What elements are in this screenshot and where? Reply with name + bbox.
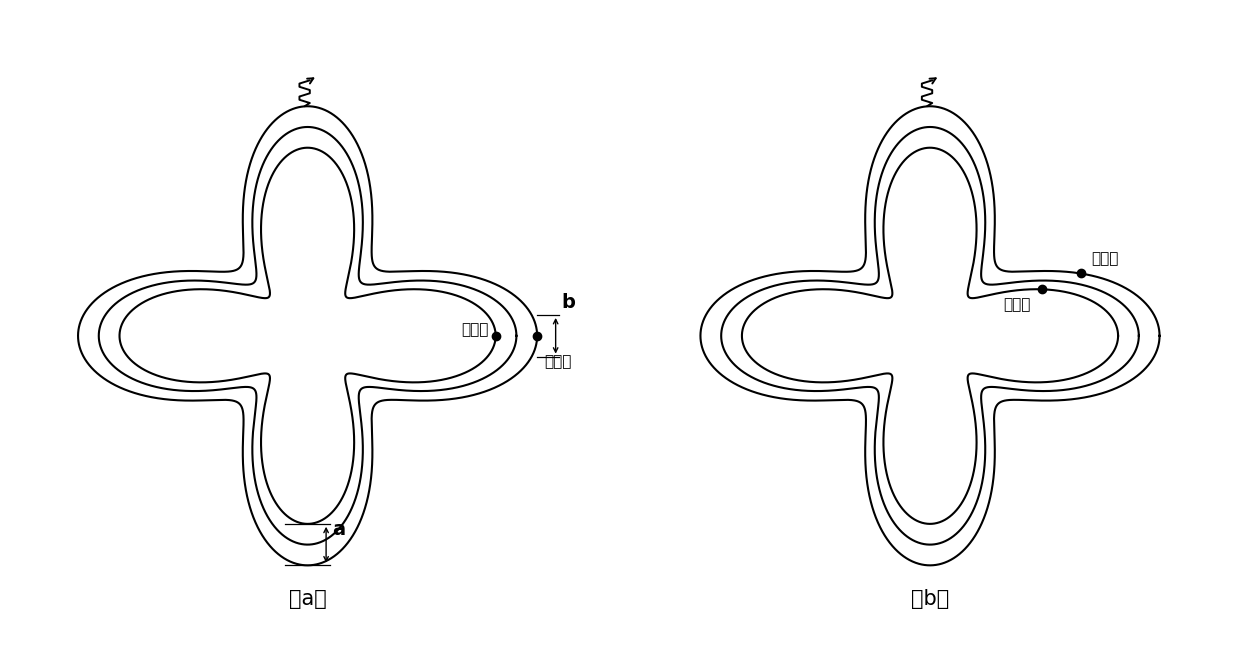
Text: b: b bbox=[562, 293, 575, 312]
Text: （a）: （a） bbox=[289, 589, 326, 609]
Text: a: a bbox=[332, 520, 345, 539]
Text: （b）: （b） bbox=[911, 589, 949, 609]
Text: 起弧点: 起弧点 bbox=[1091, 251, 1118, 266]
Text: 收弧点: 收弧点 bbox=[544, 354, 572, 370]
Text: 收弧点: 收弧点 bbox=[1003, 297, 1032, 312]
Text: 起弧点: 起弧点 bbox=[461, 322, 489, 337]
